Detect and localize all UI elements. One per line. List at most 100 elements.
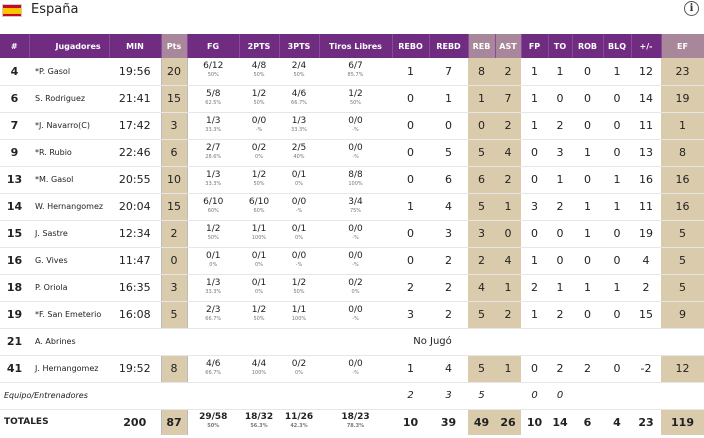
player-name[interactable]: W. Hernangomez bbox=[29, 193, 109, 221]
player-name[interactable]: *F. San Emeterio bbox=[29, 301, 109, 329]
ast-cell bbox=[495, 382, 521, 410]
to-cell: 0 bbox=[548, 247, 572, 275]
empty-cell bbox=[572, 382, 603, 410]
column-header[interactable]: # bbox=[0, 34, 30, 58]
column-header[interactable]: Tiros Libres bbox=[319, 34, 393, 58]
plus-minus-cell: 23 bbox=[638, 415, 654, 429]
fg-cell-made-attempted: 1/3 bbox=[206, 115, 221, 126]
column-header[interactable]: BLQ bbox=[603, 34, 632, 58]
fg-cell: 2/7 28.6% bbox=[187, 139, 239, 167]
rob-cell: 2 bbox=[572, 355, 603, 383]
column-header[interactable]: +/- bbox=[631, 34, 662, 58]
fg-cell: 2/3 66.7% bbox=[187, 301, 239, 329]
column-header[interactable]: MIN bbox=[109, 34, 162, 58]
player-name[interactable]: A. Abrines bbox=[29, 328, 109, 356]
two-pts-cell-made-attempted: 1/2 bbox=[251, 169, 267, 180]
two-pts-cell-made-attempted: 1/1 bbox=[251, 223, 267, 234]
three-pts-cell-made-attempted: 0/2 bbox=[291, 358, 307, 369]
three-pts-cell-percentage: 42.3% bbox=[290, 423, 308, 430]
player-number: 6 bbox=[0, 85, 29, 113]
column-header[interactable]: ROB bbox=[572, 34, 604, 58]
points-cell: 0 bbox=[160, 247, 188, 275]
fg-cell-percentage: 0% bbox=[209, 261, 218, 268]
points-cell: 87 bbox=[160, 409, 188, 435]
two-pts-cell-made-attempted: 6/10 bbox=[248, 196, 270, 207]
free-throws-cell: 18/23 78.3% bbox=[319, 409, 392, 435]
column-header[interactable]: TO bbox=[548, 34, 573, 58]
player-name[interactable]: S. Rodriguez bbox=[29, 85, 109, 113]
fp-cell: 0 bbox=[521, 382, 548, 410]
player-name[interactable]: J. Hernangomez bbox=[29, 355, 109, 383]
two-pts-cell-percentage: -% bbox=[255, 126, 263, 133]
player-name[interactable]: *M. Gasol bbox=[29, 166, 109, 194]
ef-cell: 5 bbox=[661, 274, 704, 302]
three-pts-cell-percentage: 0% bbox=[295, 369, 303, 376]
fg-cell: 1/2 50% bbox=[187, 220, 239, 248]
rebo-cell: 0 bbox=[392, 139, 429, 167]
reb-cell: 5 bbox=[468, 193, 495, 221]
column-header[interactable]: Jugadores bbox=[29, 34, 110, 58]
blq-cell: 0 bbox=[603, 247, 631, 275]
two-pts-cell-made-attempted: 0/0 bbox=[251, 115, 267, 126]
column-header[interactable]: REB bbox=[468, 34, 496, 58]
player-number: 9 bbox=[0, 139, 29, 167]
player-number: 15 bbox=[0, 220, 29, 248]
rebo-cell: 0 bbox=[392, 112, 429, 140]
plus-minus-cell: 2 bbox=[631, 274, 661, 302]
column-header[interactable]: AST bbox=[495, 34, 522, 58]
fg-cell: 0/1 0% bbox=[187, 247, 239, 275]
column-header[interactable]: FG bbox=[187, 34, 240, 58]
fg-cell-percentage: 50% bbox=[207, 423, 220, 430]
two-pts-cell-percentage: 60% bbox=[253, 207, 265, 214]
player-row: 13 *M. Gasol 20:55 10 1/3 33.3% 1/2 50% 0/1 0% 8/8… bbox=[0, 166, 704, 194]
player-row: 15 J. Sastre 12:34 2 1/2 50% 1/1 100% 0/1 0% 0/0 -%… bbox=[0, 220, 704, 248]
column-header[interactable]: FP bbox=[521, 34, 549, 58]
fg-cell-percentage: 66.7% bbox=[205, 369, 222, 376]
free-throws-cell-percentage: 85.7% bbox=[347, 72, 364, 79]
plus-minus-cell: 12 bbox=[631, 58, 661, 86]
three-pts-cell-made-attempted: 1/3 bbox=[291, 115, 307, 126]
minutes-cell: 200 bbox=[123, 415, 147, 429]
info-icon[interactable]: i bbox=[684, 1, 699, 16]
minutes-cell: 12:34 bbox=[109, 220, 161, 248]
player-row: 19 *F. San Emeterio 16:08 5 2/3 66.7% 1/2 50% 1/… bbox=[0, 301, 704, 329]
three-pts-cell: 1/2 50% bbox=[279, 274, 319, 302]
column-header[interactable]: EF bbox=[661, 34, 704, 58]
fg-cell-percentage: 33.3% bbox=[205, 288, 222, 295]
plus-minus-cell: 11 bbox=[631, 112, 661, 140]
player-name[interactable]: *P. Gasol bbox=[29, 58, 109, 86]
column-header[interactable]: Pts bbox=[161, 34, 188, 58]
player-name[interactable]: *R. Rubio bbox=[29, 139, 109, 167]
two-pts-cell-percentage: 0% bbox=[255, 288, 263, 295]
column-header[interactable]: 2PTS bbox=[239, 34, 280, 58]
two-pts-cell-percentage: 50% bbox=[253, 99, 265, 106]
player-name[interactable]: J. Sastre bbox=[29, 220, 109, 248]
free-throws-cell-made-attempted: 0/2 bbox=[348, 277, 363, 288]
free-throws-cell-made-attempted: 0/0 bbox=[348, 304, 363, 315]
free-throws-cell: 1/2 50% bbox=[319, 85, 392, 113]
player-name[interactable]: G. Vives bbox=[29, 247, 109, 275]
to-cell: 0 bbox=[548, 220, 572, 248]
rebd-cell: 5 bbox=[429, 139, 468, 167]
team-name: España bbox=[31, 2, 79, 17]
two-pts-cell-percentage: 50% bbox=[253, 180, 265, 187]
rebo-cell: 3 bbox=[392, 301, 429, 329]
blq-cell: 1 bbox=[603, 193, 631, 221]
three-pts-cell-percentage: 50% bbox=[293, 72, 305, 79]
free-throws-cell: 0/0 -% bbox=[319, 355, 392, 383]
ast-cell: 0 bbox=[495, 220, 521, 248]
rebd-cell: 4 bbox=[429, 193, 468, 221]
column-header[interactable]: 3PTS bbox=[279, 34, 320, 58]
blq-cell: 0 bbox=[603, 85, 631, 113]
player-name[interactable]: *J. Navarro(C) bbox=[29, 112, 109, 140]
column-header[interactable]: REBD bbox=[429, 34, 469, 58]
rob-cell: 1 bbox=[572, 139, 603, 167]
column-header[interactable]: REBO bbox=[392, 34, 430, 58]
free-throws-cell-made-attempted: 6/7 bbox=[348, 61, 363, 72]
free-throws-cell-percentage: -% bbox=[352, 369, 359, 376]
to-cell: 0 bbox=[548, 85, 572, 113]
to-cell: 0 bbox=[548, 382, 572, 410]
player-name[interactable]: P. Oriola bbox=[29, 274, 109, 302]
to-cell: 2 bbox=[548, 355, 572, 383]
fg-cell-made-attempted: 29/58 bbox=[199, 412, 228, 423]
